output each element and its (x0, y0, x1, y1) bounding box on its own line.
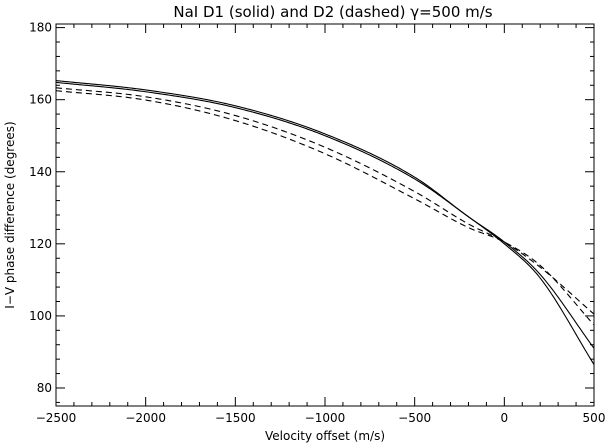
y-tick-label: 180 (29, 21, 52, 35)
y-tick-label: 160 (29, 93, 52, 107)
dashed-series-line-3 (55, 90, 595, 326)
x-tick-label: −1500 (215, 411, 256, 425)
y-axis: 80 100 120 140 160 180 (29, 21, 594, 403)
chart-title: NaI D1 (solid) and D2 (dashed) γ=500 m/s (173, 3, 492, 21)
x-axis-title: Velocity offset (m/s) (265, 429, 385, 443)
y-tick-label: 140 (29, 165, 52, 179)
dashed-series-line-2 (55, 87, 595, 315)
solid-series-line-1 (55, 81, 595, 365)
y-axis-title: I−V phase difference (degrees) (3, 121, 17, 308)
x-axis: −2500 −2000 −1500 −1000 −500 0 500 (36, 24, 605, 425)
x-tick-label: −2000 (125, 411, 166, 425)
x-tick-label: −500 (398, 411, 431, 425)
plot-frame (55, 23, 595, 407)
x-tick-label: 500 (583, 411, 605, 425)
solid-series-line-0 (55, 80, 595, 349)
x-tick-label: −1000 (305, 411, 346, 425)
x-tick-label: −2500 (36, 411, 77, 425)
series-layer (55, 80, 595, 365)
y-tick-label: 120 (29, 237, 52, 251)
y-tick-label: 80 (37, 381, 52, 395)
y-tick-label: 100 (29, 309, 52, 323)
x-tick-label: 0 (501, 411, 509, 425)
